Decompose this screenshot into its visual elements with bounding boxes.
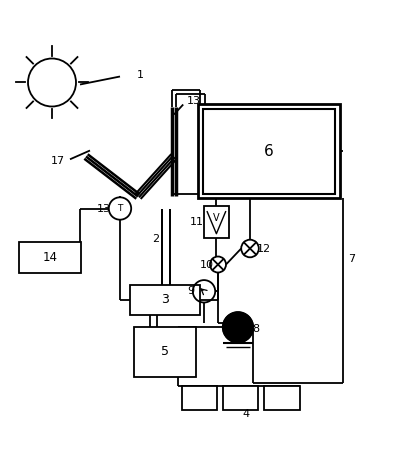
FancyBboxPatch shape bbox=[130, 285, 200, 315]
Text: T: T bbox=[117, 204, 123, 213]
Circle shape bbox=[210, 257, 226, 272]
Circle shape bbox=[193, 280, 215, 303]
FancyBboxPatch shape bbox=[198, 105, 340, 198]
Circle shape bbox=[223, 312, 253, 342]
Text: 14: 14 bbox=[43, 251, 58, 264]
Circle shape bbox=[28, 59, 76, 106]
FancyBboxPatch shape bbox=[134, 326, 196, 377]
Text: 5: 5 bbox=[161, 345, 169, 358]
Text: 11: 11 bbox=[190, 217, 204, 227]
FancyBboxPatch shape bbox=[223, 386, 258, 410]
Text: 7: 7 bbox=[348, 254, 355, 264]
FancyBboxPatch shape bbox=[182, 386, 217, 410]
FancyBboxPatch shape bbox=[204, 206, 229, 239]
Text: 17: 17 bbox=[51, 156, 65, 166]
Text: 8: 8 bbox=[252, 324, 260, 333]
Circle shape bbox=[109, 197, 131, 219]
Text: 10: 10 bbox=[200, 259, 214, 270]
Circle shape bbox=[223, 312, 253, 342]
Text: 12: 12 bbox=[257, 243, 271, 254]
Text: 6: 6 bbox=[264, 144, 274, 159]
Text: 1: 1 bbox=[136, 69, 144, 80]
Text: 4: 4 bbox=[242, 408, 250, 419]
Text: 2: 2 bbox=[152, 234, 160, 243]
Text: V: V bbox=[213, 213, 220, 223]
Text: 13: 13 bbox=[97, 204, 111, 213]
Circle shape bbox=[241, 240, 259, 257]
FancyBboxPatch shape bbox=[264, 386, 300, 410]
Text: 9: 9 bbox=[187, 286, 194, 296]
FancyBboxPatch shape bbox=[19, 242, 81, 272]
Text: 3: 3 bbox=[161, 293, 169, 306]
Text: 13: 13 bbox=[187, 96, 201, 106]
FancyBboxPatch shape bbox=[203, 109, 335, 194]
